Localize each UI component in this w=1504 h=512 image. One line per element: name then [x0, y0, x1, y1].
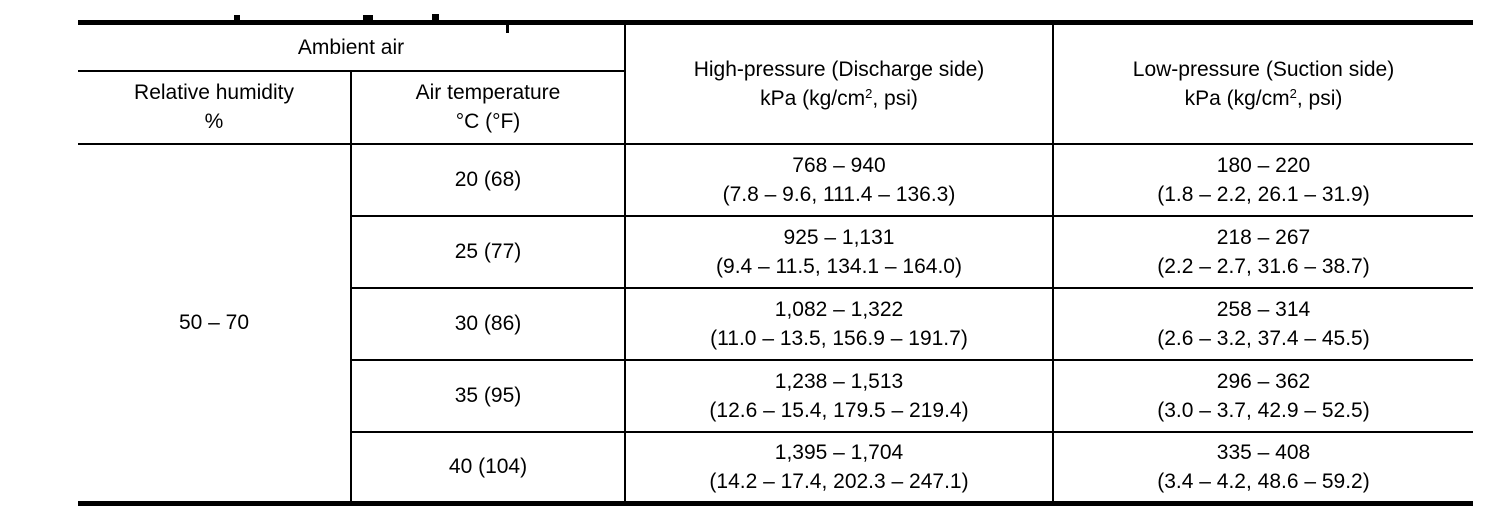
scan-artifact	[234, 15, 240, 20]
high-pressure-cell: 1,395 – 1,704 (14.2 – 17.4, 202.3 – 247.…	[624, 430, 1054, 505]
air-temperature-cell: 25 (77)	[351, 214, 626, 289]
high-pressure-alt: (12.6 – 15.4, 179.5 – 219.4)	[709, 398, 969, 422]
high-pressure-kpa: 925 – 1,131	[783, 225, 895, 249]
high-pressure-cell: 768 – 940 (7.8 – 9.6, 111.4 – 136.3)	[624, 142, 1054, 217]
ambient-air-header: Ambient air	[78, 21, 626, 72]
scan-artifact	[432, 14, 439, 20]
relative-humidity-header: Relative humidity %	[78, 69, 352, 145]
low-pressure-kpa: 335 – 408	[1216, 440, 1311, 464]
high-pressure-alt: (9.4 – 11.5, 134.1 – 164.0)	[716, 254, 962, 278]
scan-artifact	[363, 15, 373, 20]
high-pressure-cell: 925 – 1,131 (9.4 – 11.5, 134.1 – 164.0)	[624, 214, 1054, 289]
air-temperature-cell: 40 (104)	[351, 430, 626, 505]
low-pressure-alt: (3.0 – 3.7, 42.9 – 52.5)	[1157, 398, 1370, 422]
superscript-2: 2	[1289, 85, 1297, 101]
air-temperature-header: Air temperature °C (°F)	[350, 69, 625, 145]
low-pressure-unit: kPa (kg/cm2, psi)	[1184, 85, 1343, 110]
low-pressure-title: Low-pressure (Suction side)	[1132, 57, 1395, 81]
table-row: 30 (86) 1,082 – 1,322 (11.0 – 13.5, 156.…	[78, 286, 1473, 361]
air-temperature-cell: 20 (68)	[350, 142, 626, 217]
low-pressure-alt: (3.4 – 4.2, 48.6 – 59.2)	[1157, 469, 1370, 493]
low-pressure-header: Low-pressure (Suction side) kPa (kg/cm2,…	[1052, 21, 1473, 145]
table-row: 25 (77) 925 – 1,131 (9.4 – 11.5, 134.1 –…	[78, 214, 1473, 289]
relative-humidity-value-cell: 50 – 70	[78, 142, 352, 505]
low-pressure-alt: (2.6 – 3.2, 37.4 – 45.5)	[1157, 326, 1370, 350]
high-pressure-cell: 1,238 – 1,513 (12.6 – 15.4, 179.5 – 219.…	[624, 358, 1054, 433]
high-pressure-header: High-pressure (Discharge side) kPa (kg/c…	[624, 21, 1054, 145]
high-pressure-unit: kPa (kg/cm2, psi)	[760, 85, 918, 110]
high-pressure-kpa: 1,238 – 1,513	[774, 369, 904, 393]
low-pressure-alt: (1.8 – 2.2, 26.1 – 31.9)	[1157, 182, 1370, 206]
low-pressure-kpa: 218 – 267	[1216, 225, 1311, 249]
high-pressure-alt: (7.8 – 9.6, 111.4 – 136.3)	[722, 182, 956, 206]
superscript-2: 2	[865, 85, 873, 101]
high-pressure-alt: (14.2 – 17.4, 202.3 – 247.1)	[709, 469, 969, 493]
low-pressure-cell: 335 – 408 (3.4 – 4.2, 48.6 – 59.2)	[1052, 430, 1473, 505]
table-row: 35 (95) 1,238 – 1,513 (12.6 – 15.4, 179.…	[78, 358, 1473, 433]
low-pressure-alt: (2.2 – 2.7, 31.6 – 38.7)	[1157, 254, 1370, 278]
high-pressure-alt: (11.0 – 13.5, 156.9 – 191.7)	[710, 326, 968, 350]
low-pressure-cell: 296 – 362 (3.0 – 3.7, 42.9 – 52.5)	[1052, 358, 1473, 433]
high-pressure-kpa: 768 – 940	[792, 153, 886, 177]
table-row: 40 (104) 1,395 – 1,704 (14.2 – 17.4, 202…	[78, 430, 1473, 505]
low-pressure-kpa: 296 – 362	[1216, 369, 1311, 393]
table-row: 50 – 70 20 (68) 768 – 940 (7.8 – 9.6, 11…	[78, 142, 1473, 505]
low-pressure-cell: 180 – 220 (1.8 – 2.2, 26.1 – 31.9)	[1052, 142, 1473, 217]
low-pressure-kpa: 258 – 314	[1216, 297, 1311, 321]
high-pressure-kpa: 1,395 – 1,704	[774, 440, 904, 464]
air-temperature-cell: 35 (95)	[351, 358, 626, 433]
high-pressure-title: High-pressure (Discharge side)	[693, 57, 985, 81]
low-pressure-cell: 258 – 314 (2.6 – 3.2, 37.4 – 45.5)	[1052, 286, 1473, 361]
high-pressure-kpa: 1,082 – 1,322	[774, 297, 904, 321]
low-pressure-cell: 218 – 267 (2.2 – 2.7, 31.6 – 38.7)	[1052, 214, 1473, 289]
normal-operating-pressure-table: Ambient air High-pressure (Discharge sid…	[78, 20, 1473, 506]
air-temperature-cell: 30 (86)	[351, 286, 626, 361]
low-pressure-kpa: 180 – 220	[1216, 153, 1311, 177]
high-pressure-cell: 1,082 – 1,322 (11.0 – 13.5, 156.9 – 191.…	[624, 286, 1054, 361]
